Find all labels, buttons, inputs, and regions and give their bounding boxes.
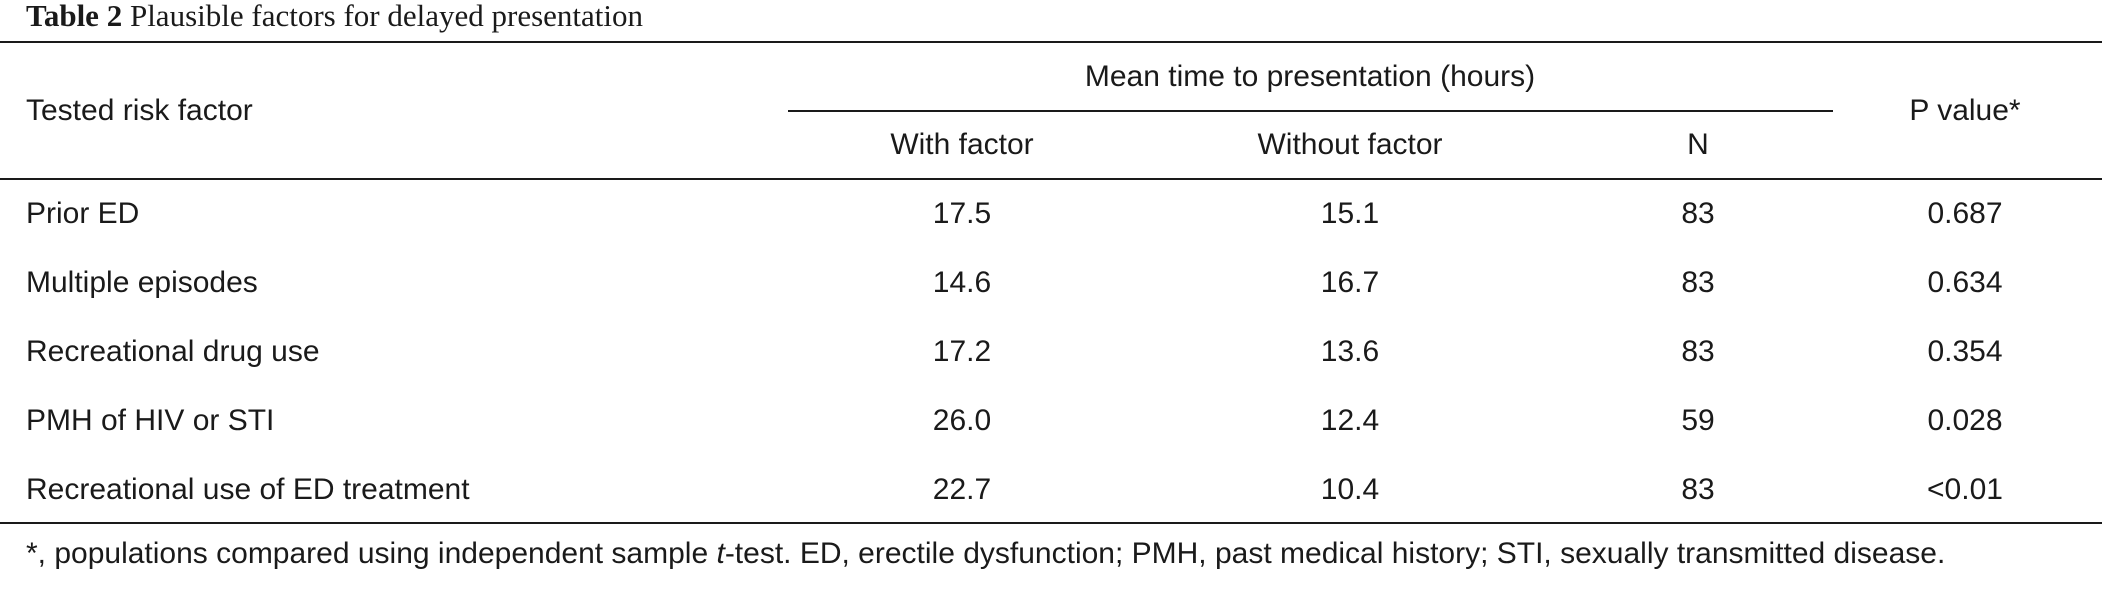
- row-with-factor: 17.5: [932, 197, 992, 230]
- row-p-value: 0.687: [1927, 197, 2003, 230]
- row-factor: Recreational use of ED treatment: [26, 473, 470, 506]
- header-rule: [0, 178, 2102, 180]
- footnote-text-end: -test. ED, erectile dysfunction; PMH, pa…: [724, 537, 1946, 570]
- row-with-factor: 22.7: [932, 473, 992, 506]
- table-caption: Table 2 Plausible factors for delayed pr…: [26, 0, 643, 32]
- row-without-factor: 16.7: [1320, 266, 1380, 299]
- bottom-rule: [0, 522, 2102, 524]
- row-n: 59: [1681, 404, 1715, 437]
- header-with-factor: With factor: [890, 128, 1034, 161]
- row-without-factor: 12.4: [1320, 404, 1380, 437]
- header-risk-factor: Tested risk factor: [26, 94, 253, 127]
- row-factor: Multiple episodes: [26, 266, 258, 299]
- footnote-italic-t: t: [716, 537, 725, 570]
- group-underline: [788, 110, 1833, 112]
- row-without-factor: 13.6: [1320, 335, 1380, 368]
- footnote-text-start: *, populations compared using independen…: [26, 537, 717, 570]
- row-n: 83: [1681, 335, 1715, 368]
- caption-label: Table 2: [26, 0, 123, 33]
- row-n: 83: [1681, 473, 1715, 506]
- row-p-value: <0.01: [1927, 473, 2003, 506]
- header-n: N: [1687, 128, 1709, 161]
- header-without-factor: Without factor: [1257, 128, 1443, 161]
- row-factor: Prior ED: [26, 197, 140, 230]
- row-p-value: 0.028: [1927, 404, 2003, 437]
- header-p-value: P value*: [1909, 94, 2021, 127]
- row-factor: Recreational drug use: [26, 335, 320, 368]
- row-n: 83: [1681, 266, 1715, 299]
- row-without-factor: 10.4: [1320, 473, 1380, 506]
- top-rule: [0, 41, 2102, 43]
- row-with-factor: 14.6: [932, 266, 992, 299]
- row-p-value: 0.634: [1927, 266, 2003, 299]
- row-with-factor: 26.0: [932, 404, 992, 437]
- row-p-value: 0.354: [1927, 335, 2003, 368]
- row-n: 83: [1681, 197, 1715, 230]
- row-without-factor: 15.1: [1320, 197, 1380, 230]
- row-factor: PMH of HIV or STI: [26, 404, 275, 437]
- table-footnote: *, populations compared using independen…: [26, 532, 2076, 575]
- caption-title: Plausible factors for delayed presentati…: [129, 0, 643, 33]
- header-group: Mean time to presentation (hours): [1084, 60, 1536, 93]
- row-with-factor: 17.2: [932, 335, 992, 368]
